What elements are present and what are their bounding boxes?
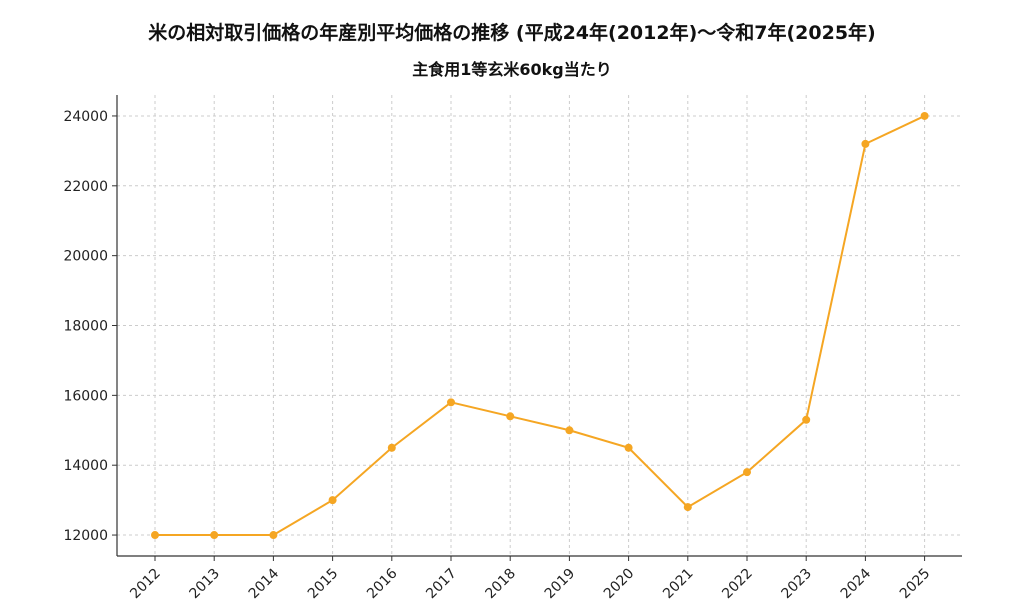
y-tick-label: 16000 — [63, 388, 108, 404]
x-tick-label: 2021 — [660, 566, 697, 603]
y-tick-label: 20000 — [63, 249, 108, 265]
chart-title: 米の相対取引価格の年産別平均価格の推移 (平成24年(2012年)〜令和7年(2… — [148, 22, 876, 44]
data-point — [624, 443, 633, 452]
data-point — [920, 111, 929, 120]
chart-subtitle: 主食用1等玄米60kg当たり — [412, 60, 612, 79]
x-tick-label: 2023 — [779, 566, 816, 603]
x-tick-label: 2015 — [305, 566, 342, 603]
series-line — [155, 115, 926, 537]
y-tick-label: 24000 — [63, 109, 108, 125]
data-point — [210, 531, 219, 540]
y-tick-label: 18000 — [63, 319, 108, 335]
data-point — [683, 503, 692, 512]
x-tick-label: 2018 — [483, 566, 520, 603]
x-tick-label: 2016 — [364, 565, 401, 602]
x-tick-label: 2014 — [246, 565, 283, 602]
y-tick-label: 22000 — [63, 179, 108, 195]
data-point — [387, 443, 396, 452]
x-tick-label: 2020 — [601, 566, 638, 603]
x-tick-label: 2012 — [127, 566, 164, 603]
data-point — [328, 496, 337, 505]
data-point — [743, 468, 751, 477]
x-tick-label: 2025 — [897, 566, 934, 603]
y-tick-label: 12000 — [63, 528, 108, 544]
data-point — [269, 531, 278, 540]
y-tick-label: 14000 — [63, 458, 108, 474]
data-point — [802, 415, 811, 424]
data-point — [151, 531, 159, 540]
x-tick-label: 2013 — [187, 566, 224, 603]
x-tick-label: 2019 — [542, 566, 579, 603]
data-point — [861, 139, 870, 148]
data-point — [565, 426, 574, 435]
data-point — [506, 412, 515, 421]
data-point — [447, 398, 455, 407]
x-tick-label: 2022 — [719, 566, 756, 603]
x-tick-label: 2017 — [423, 566, 460, 603]
x-tick-label: 2024 — [838, 565, 875, 602]
